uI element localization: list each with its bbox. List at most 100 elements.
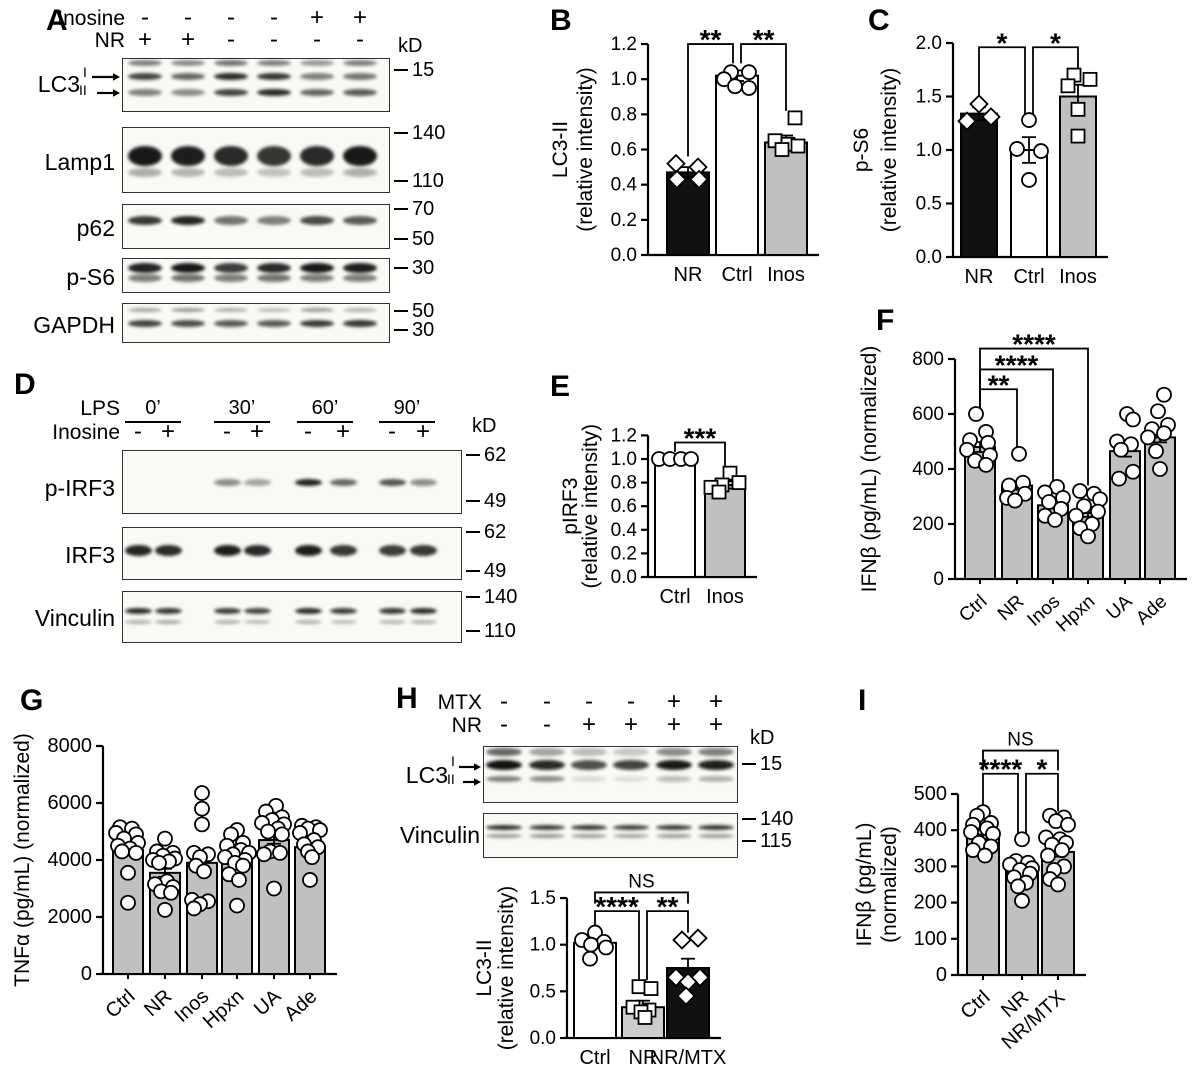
x-category-label: Inos	[706, 586, 744, 608]
blot-band	[300, 308, 334, 312]
y-axis-label: IFNβ (pg/mL)	[853, 822, 876, 946]
data-point	[302, 872, 318, 888]
sig-bracket	[740, 43, 787, 111]
data-point	[1014, 892, 1030, 909]
x-category-label: UA	[250, 985, 286, 1020]
y-tick-label: 0.8	[611, 473, 637, 494]
lane-sign: -	[627, 688, 635, 715]
y-tick-label: 100	[914, 928, 947, 950]
data-point	[151, 854, 167, 871]
data-point	[256, 846, 272, 863]
data-point	[229, 897, 245, 914]
y-tick-label: 300	[914, 855, 947, 877]
blot-band	[257, 73, 291, 80]
blot-band	[214, 89, 248, 96]
kd-dash	[394, 69, 408, 71]
blot-band	[214, 216, 248, 225]
y-axis-label: (normalized)	[878, 826, 901, 943]
data-point	[981, 107, 1001, 127]
timepoint-label: 30’	[214, 396, 270, 423]
lane-sign: +	[708, 711, 723, 738]
blot-label: LC3	[405, 762, 448, 788]
treatment-row-label: Inosine	[52, 421, 120, 444]
kd-dash	[466, 596, 480, 598]
arrow-icon	[97, 89, 120, 97]
blot-band	[656, 834, 692, 838]
kd-marker-label: 70	[412, 198, 435, 220]
data-point	[1054, 842, 1070, 859]
kd-marker-label: 15	[760, 753, 783, 775]
lane-sign: -	[543, 688, 551, 715]
x-category-label: Ctrl	[957, 986, 995, 1023]
blot-band	[213, 620, 241, 624]
blot-band	[171, 60, 205, 66]
lane-sign: -	[270, 26, 278, 53]
blot-band	[214, 320, 248, 327]
data-point	[666, 153, 686, 174]
blot-label: IRF3	[65, 542, 115, 568]
data-point	[196, 863, 212, 880]
data-point	[1082, 71, 1098, 87]
bar-Ctrl	[654, 458, 696, 578]
blot-band	[171, 308, 205, 312]
treatment-row-label: NR	[451, 714, 482, 737]
data-point	[1060, 78, 1076, 94]
data-point	[194, 785, 210, 801]
data-point	[186, 900, 202, 917]
x-category-label: Ctrl	[1013, 266, 1044, 288]
treatment-row-label: MTX	[437, 691, 482, 714]
data-point	[741, 80, 757, 96]
x-category-label: Inos	[767, 264, 805, 286]
blot-band	[124, 545, 152, 556]
lane-sign: +	[708, 688, 723, 715]
data-point	[1152, 461, 1168, 477]
lc3-subunit-label: II	[447, 771, 455, 787]
data-point	[985, 825, 1001, 842]
blot-band	[171, 89, 205, 96]
data-point	[1021, 172, 1037, 188]
blot-band	[124, 620, 152, 624]
blot-band	[571, 760, 607, 770]
blot-band	[486, 776, 522, 782]
x-category-label: Hpxn	[199, 985, 248, 1033]
data-point	[157, 901, 173, 918]
y-tick-label: 0.2	[611, 210, 637, 231]
y-axis-label: p-S6	[850, 128, 873, 172]
blot-band	[243, 608, 271, 614]
blot-band	[613, 834, 649, 838]
lc3-subunit-label: I	[451, 753, 455, 769]
blot-band	[213, 545, 241, 556]
blot-band	[300, 216, 334, 225]
data-point	[959, 441, 975, 458]
data-point	[1040, 847, 1056, 864]
sig-label: *	[1037, 754, 1048, 785]
lane-sign: -	[227, 26, 235, 53]
blot-band	[300, 320, 334, 327]
blot-band	[214, 263, 248, 273]
data-point	[716, 71, 732, 88]
y-tick-label: 600	[912, 404, 944, 425]
data-point	[978, 456, 994, 473]
blot-band	[378, 545, 406, 556]
data-point	[787, 110, 803, 126]
data-point	[977, 847, 993, 864]
kd-unit-label: kD	[750, 727, 775, 749]
lane-sign: +	[623, 711, 638, 738]
blot-band	[529, 760, 565, 770]
lane-sign: +	[352, 4, 367, 31]
data-point	[114, 843, 130, 860]
data-point	[711, 484, 727, 500]
timepoint-label: 60’	[297, 396, 353, 423]
blot-band	[300, 60, 334, 66]
data-point	[231, 872, 247, 888]
kd-dash	[394, 329, 408, 331]
kd-unit-label: kD	[398, 35, 423, 57]
x-category-label: Inos	[1059, 266, 1097, 288]
blot-band	[343, 308, 377, 312]
blot-label: p-S6	[66, 264, 115, 290]
data-point	[1140, 429, 1156, 446]
blot-band	[656, 825, 692, 830]
blot-band	[171, 146, 205, 166]
data-point	[194, 800, 210, 817]
